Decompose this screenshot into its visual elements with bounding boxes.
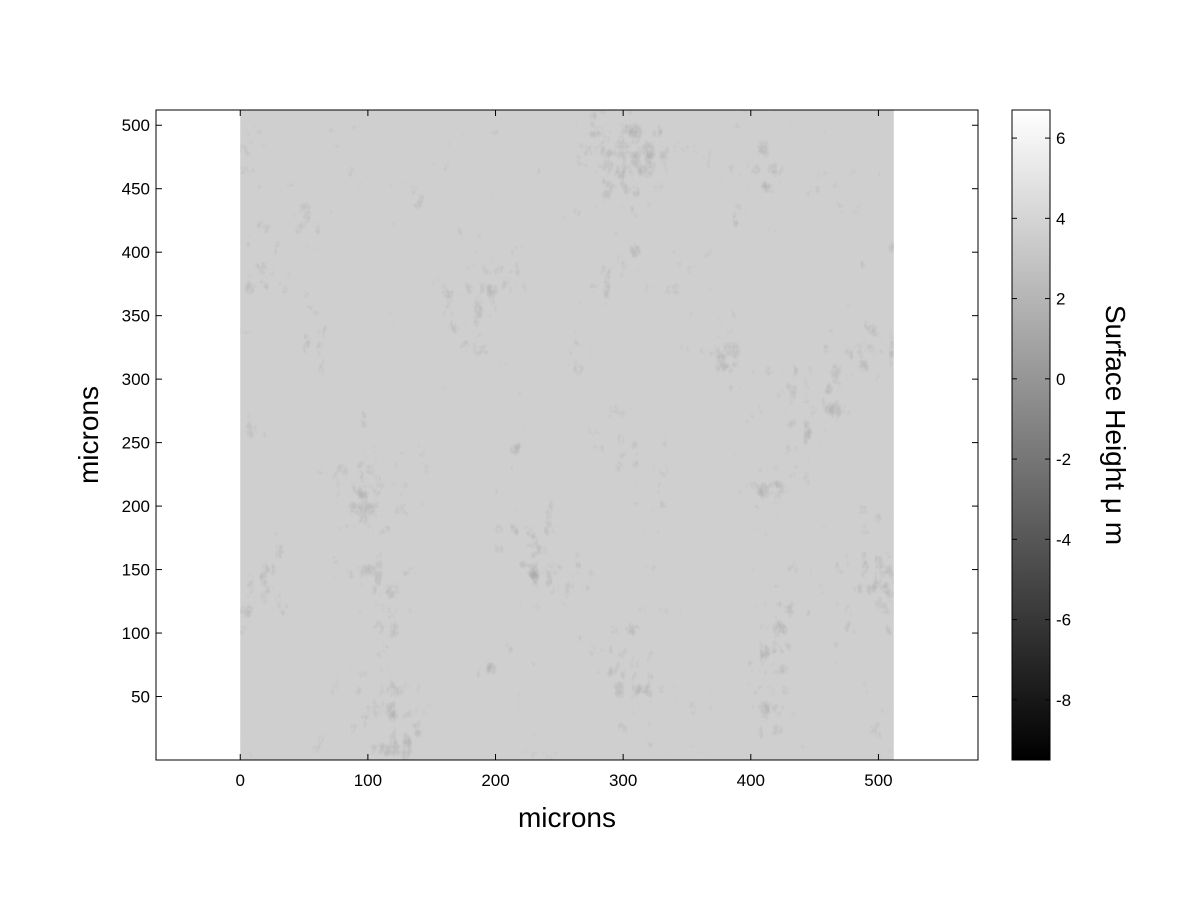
x-tick-label: 100 <box>354 771 382 790</box>
y-axis: 50 100 150 200 250 300 350 400 450 500 <box>122 116 978 707</box>
y-tick-label: 200 <box>122 497 150 516</box>
y-tick-label: 500 <box>122 116 150 135</box>
x-tick-label: 400 <box>737 771 765 790</box>
colorbar-tick-label: 2 <box>1056 290 1065 309</box>
y-tick-label: 350 <box>122 307 150 326</box>
colorbar-frame <box>1011 109 1051 761</box>
x-tick-label: 300 <box>609 771 637 790</box>
y-tick-label: 450 <box>122 180 150 199</box>
y-axis-label: microns <box>73 386 104 484</box>
y-tick-label: 400 <box>122 243 150 262</box>
x-axis: 0 100 200 300 400 500 <box>236 110 893 790</box>
x-tick-label: 200 <box>481 771 509 790</box>
y-tick-label: 300 <box>122 370 150 389</box>
y-tick-label: 150 <box>122 561 150 580</box>
colorbar: -8 -6 -4 -2 0 2 4 6 Surface Height μ m <box>1011 109 1131 761</box>
surface-image <box>240 110 894 760</box>
colorbar-tick-label: -6 <box>1056 611 1071 630</box>
x-tick-label: 500 <box>864 771 892 790</box>
colorbar-tick-label: 4 <box>1056 209 1065 228</box>
x-axis-label: microns <box>518 802 616 833</box>
colorbar-gradient <box>1012 110 1050 760</box>
y-tick-label: 100 <box>122 624 150 643</box>
colorbar-tick-label: 0 <box>1056 370 1065 389</box>
colorbar-tick-label: -2 <box>1056 450 1071 469</box>
colorbar-label: Surface Height μ m <box>1100 305 1131 545</box>
colorbar-ticks: -8 -6 -4 -2 0 2 4 6 <box>1012 129 1071 710</box>
y-tick-label: 250 <box>122 434 150 453</box>
colorbar-tick-label: -8 <box>1056 691 1071 710</box>
x-tick-label: 0 <box>236 771 245 790</box>
y-tick-label: 50 <box>131 688 150 707</box>
colorbar-tick-label: -4 <box>1056 530 1071 549</box>
colorbar-tick-label: 6 <box>1056 129 1065 148</box>
plot-frame <box>155 109 979 761</box>
surface-image-texture <box>240 110 894 760</box>
